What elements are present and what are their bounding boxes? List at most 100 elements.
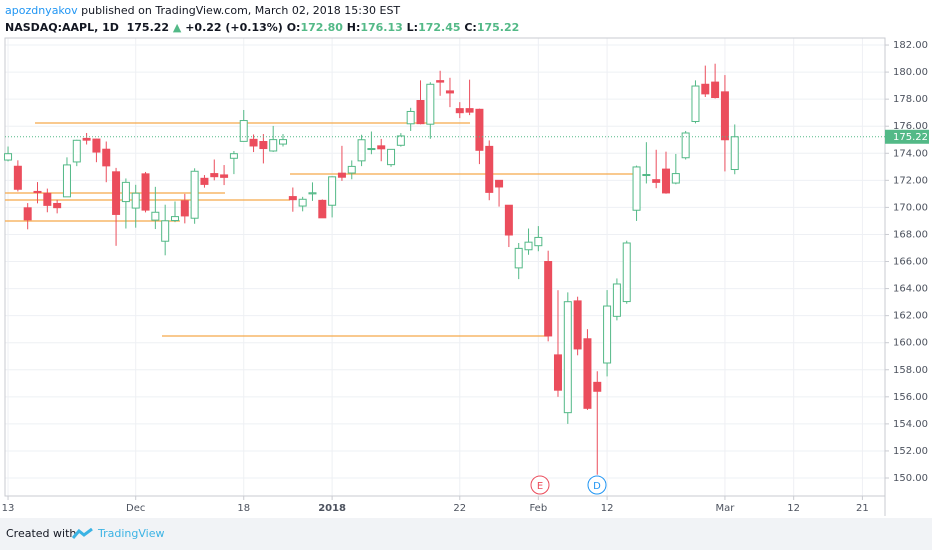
logo-mark: [72, 528, 93, 539]
last: 175.22: [126, 21, 170, 34]
body: [23, 207, 32, 221]
body: [563, 301, 572, 414]
y-tick-label: 150.00: [893, 473, 928, 484]
h-label: H:: [346, 21, 361, 34]
candle: [112, 167, 121, 246]
body: [701, 83, 710, 95]
candle: [612, 278, 621, 321]
candle: [131, 184, 140, 228]
x-tick-label: Dec: [126, 503, 145, 514]
candle: [337, 145, 346, 181]
body: [121, 181, 130, 203]
body: [239, 120, 248, 142]
body: [445, 90, 454, 94]
candle: [593, 371, 602, 475]
body: [495, 179, 504, 188]
author[interactable]: apozdnyakov: [5, 4, 78, 17]
publish-line: apozdnyakov published on TradingView.com…: [5, 2, 519, 19]
body: [612, 283, 621, 317]
candle: [180, 193, 189, 224]
candle: [720, 75, 729, 172]
body: [681, 132, 690, 159]
candle: [239, 109, 248, 142]
candle: [33, 182, 42, 204]
candle: [671, 153, 680, 185]
body: [603, 305, 612, 364]
body: [337, 172, 346, 178]
candle: [269, 125, 278, 152]
body: [4, 153, 13, 161]
published: published on TradingView.com, March 02, …: [81, 4, 401, 17]
candle: [53, 199, 62, 214]
body: [279, 139, 288, 145]
candle: [151, 186, 160, 230]
body: [524, 241, 533, 251]
event-marker[interactable]: [530, 475, 550, 495]
candle: [603, 290, 612, 377]
body: [151, 211, 160, 221]
legend-line: NASDAQ:AAPL, 1D 175.22 ▲ +0.22 (+0.13%) …: [5, 19, 519, 36]
c-label: C:: [464, 21, 477, 34]
candle: [387, 148, 396, 167]
candle: [553, 290, 562, 397]
y-tick-label: 162.00: [893, 311, 928, 322]
body: [553, 354, 562, 391]
y-tick-label: 170.00: [893, 202, 928, 213]
body: [730, 136, 739, 171]
y-tick-label: 176.00: [893, 121, 928, 132]
candle: [691, 80, 700, 124]
event-e[interactable]: E: [530, 475, 550, 495]
candle: [62, 157, 71, 198]
x-tick-label: Feb: [529, 503, 547, 514]
body: [514, 247, 523, 269]
candle: [563, 292, 572, 424]
candle: [298, 196, 307, 212]
body: [288, 196, 297, 201]
x-tick-label: 21: [856, 503, 869, 514]
body: [691, 85, 700, 122]
x-tick-label: 22: [453, 503, 466, 514]
y-tick-label: 180.00: [893, 67, 928, 78]
o: 172.80: [300, 21, 343, 34]
body: [671, 173, 680, 184]
event-marker[interactable]: [587, 475, 607, 495]
x-tick-label: 12: [601, 503, 614, 514]
body: [249, 138, 258, 147]
body: [72, 139, 81, 163]
candle: [121, 178, 130, 229]
body: [652, 179, 661, 183]
candle: [357, 134, 366, 167]
body: [504, 204, 513, 236]
candle: [485, 140, 494, 201]
candle: [573, 296, 582, 356]
body: [573, 300, 582, 350]
body: [426, 83, 435, 125]
body: [112, 171, 121, 215]
y-tick-label: 178.00: [893, 94, 928, 105]
candle: [455, 102, 464, 119]
body: [328, 176, 337, 206]
candle: [367, 131, 376, 155]
candle: [200, 175, 209, 188]
body: [642, 174, 651, 177]
candle: [190, 168, 199, 224]
candle: [436, 70, 445, 96]
body: [720, 91, 729, 141]
body: [220, 174, 229, 178]
body: [485, 145, 494, 193]
event-d[interactable]: D: [587, 475, 607, 495]
candle: [701, 65, 710, 97]
change: +0.22 (+0.13%): [185, 21, 283, 34]
chart: E D 150.00 152.00 154.00 156.00 158.00 160.00…: [2, 37, 929, 516]
x-tick-label: Mar: [715, 503, 735, 514]
last-price-box: [885, 129, 929, 144]
candle: [445, 77, 454, 108]
candle: [347, 160, 356, 180]
candle: [681, 130, 690, 160]
l: 172.45: [418, 21, 461, 34]
y-tick-label: 174.00: [893, 148, 928, 159]
brand[interactable]: TradingView: [98, 527, 165, 540]
body: [92, 138, 101, 153]
x-tick-label: 18: [237, 503, 250, 514]
body: [377, 145, 386, 150]
